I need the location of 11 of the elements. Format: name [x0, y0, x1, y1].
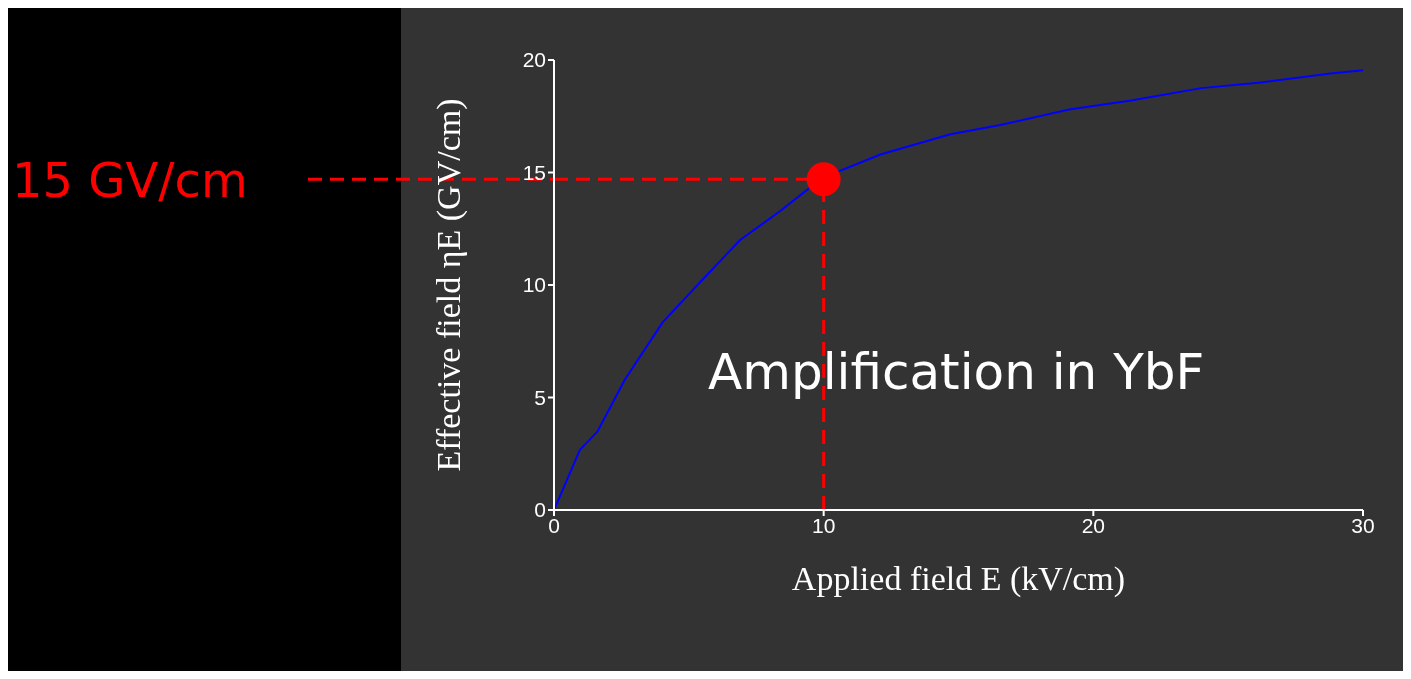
- y-tick-label: 10: [522, 273, 546, 297]
- y-tick-label: 0: [534, 498, 546, 522]
- annotation: Amplification in YbF: [708, 343, 1205, 401]
- y-axis-title: Effective field ηE (GV/cm): [430, 98, 469, 472]
- y-tick-label: 5: [534, 385, 546, 409]
- x-axis-title: Applied field E (kV/cm): [791, 560, 1126, 598]
- y-tick-label: 20: [522, 48, 546, 72]
- x-tick-label: 30: [1351, 513, 1375, 537]
- x-tick-label: 10: [811, 513, 836, 537]
- ref-line-label: 15 GV/cm: [12, 152, 248, 209]
- x-tick-label: 20: [1081, 513, 1106, 537]
